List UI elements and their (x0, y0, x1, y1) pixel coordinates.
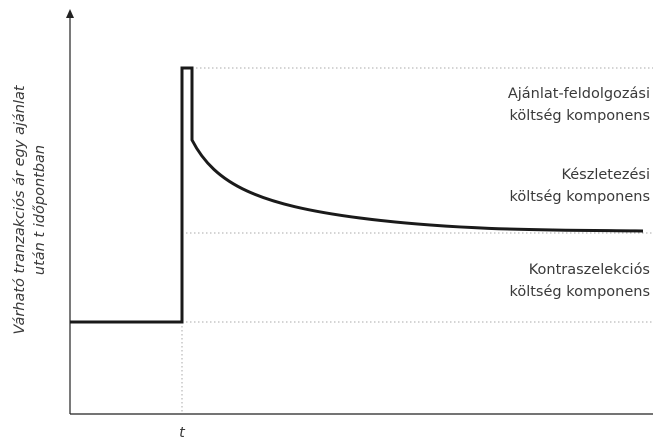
x-axis-label: t (179, 425, 186, 441)
price-curve (70, 66, 644, 324)
y-axis-label: Várható tranzakciós ár egy ajánlat után … (12, 84, 48, 334)
y-axis-arrow (66, 9, 74, 18)
component-label: költség komponens (509, 108, 650, 124)
component-label: költség komponens (509, 284, 650, 300)
component-label: Ajánlat-feldolgozási (508, 86, 650, 102)
y-axis-label-line: Várható tranzakciós ár egy ajánlat (12, 84, 28, 334)
component-label: Kontraszelekciós (529, 262, 650, 278)
y-axis-label-line: után t időpontban (32, 145, 48, 275)
component-label: Készletezési (561, 167, 650, 183)
component-label: költség komponens (509, 189, 650, 205)
